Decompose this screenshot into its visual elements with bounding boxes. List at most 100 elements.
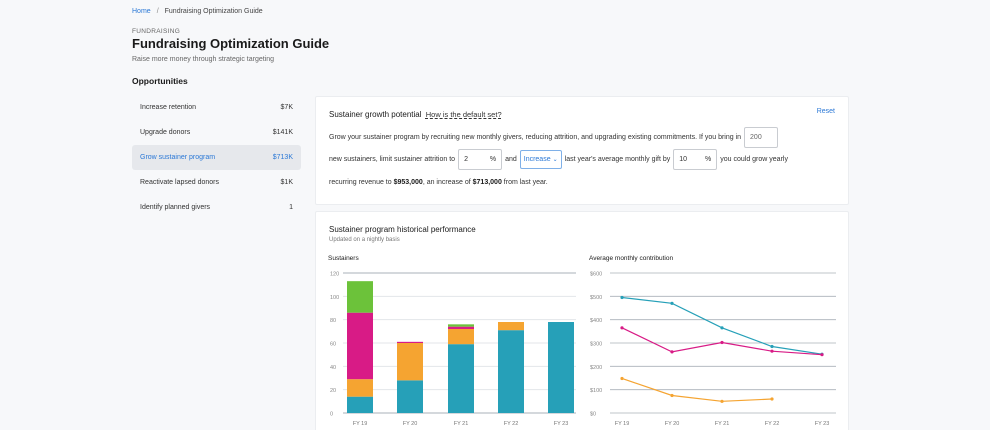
x-tick-label: FY 23 [815, 421, 830, 427]
breadcrumb-separator: / [156, 8, 159, 15]
y-tick-label: $600 [590, 272, 602, 278]
direction-select[interactable]: Increase ⌄ [519, 149, 562, 169]
breadcrumb: Home / Fundraising Optimization Guide [132, 8, 263, 15]
sidebar-item-grow-sustainer-program[interactable]: Grow sustainer program $713K [132, 145, 301, 170]
y-tick-label: 60 [330, 342, 336, 348]
sidebar-item-value: 1 [289, 204, 293, 211]
sidebar-item-value: $713K [272, 154, 293, 161]
data-point-magenta [670, 350, 674, 354]
sidebar-item-label: Reactivate lapsed donors [140, 179, 219, 186]
bar-segment-orange [397, 343, 423, 381]
sidebar-item-identify-planned-givers[interactable]: Identify planned givers 1 [132, 195, 301, 220]
gift-change-value: 10 [679, 155, 688, 163]
growth-sentence-line-2: new sustainers, limit sustainer attritio… [329, 148, 788, 170]
sentence-text: , an increase of [422, 178, 471, 186]
sidebar-item-label: Identify planned givers [140, 204, 211, 211]
breadcrumb-current: Fundraising Optimization Guide [164, 8, 263, 15]
revenue-increase: $713,000 [472, 178, 502, 186]
new-sustainers-input[interactable]: 200 [744, 126, 779, 148]
sidebar-item-label: Upgrade donors [140, 129, 191, 136]
sentence-text: new sustainers, limit sustainer attritio… [329, 155, 456, 163]
contribution-chart-title: Average monthly contribution [589, 255, 674, 262]
x-tick-label: FY 21 [454, 421, 469, 427]
bar-segment-orange [347, 379, 373, 397]
data-point-teal [720, 326, 724, 330]
default-help-link[interactable]: How is the default set? [425, 110, 502, 119]
sentence-text: you could grow yearly [720, 155, 788, 163]
data-point-magenta [770, 349, 774, 353]
bar-segment-green [347, 281, 373, 313]
data-point-magenta [720, 340, 724, 345]
x-tick-label: FY 19 [615, 421, 630, 427]
sustainers-chart-title: Sustainers [328, 255, 359, 262]
x-tick-label: FY 20 [403, 421, 418, 427]
percent-sign: % [705, 155, 712, 163]
sidebar-item-increase-retention[interactable]: Increase retention $7K [132, 95, 301, 120]
attrition-input[interactable]: 2 % [458, 148, 503, 170]
sidebar-item-label: Grow sustainer program [140, 154, 216, 161]
bar-segment-magenta [347, 312, 373, 380]
reset-button[interactable]: Reset [816, 108, 835, 115]
x-tick-label: FY 23 [554, 421, 569, 427]
bar-segment-teal [448, 344, 474, 413]
bar-segment-orange [448, 329, 474, 345]
new-sustainers-value: 200 [750, 133, 762, 141]
bar-segment-teal [498, 330, 524, 413]
bar-segment-teal [347, 396, 373, 413]
x-tick-label: FY 21 [715, 421, 730, 427]
opportunities-heading: Opportunities [132, 76, 188, 86]
gift-change-input[interactable]: 10 % [673, 148, 718, 170]
history-card-subtitle: Updated on a nightly basis [329, 237, 400, 243]
bar-segment-magenta [448, 326, 474, 329]
x-tick-label: FY 20 [665, 421, 680, 427]
y-tick-label: $300 [590, 342, 602, 348]
sidebar-item-reactivate-lapsed-donors[interactable]: Reactivate lapsed donors $1K [132, 170, 301, 195]
bar-segment-magenta [397, 341, 423, 343]
x-tick-label: FY 22 [765, 421, 780, 427]
page-title: Fundraising Optimization Guide [132, 36, 330, 51]
data-point-teal [670, 301, 674, 305]
history-card-title: Sustainer program historical performance [329, 225, 476, 234]
data-point-orange [620, 376, 624, 381]
y-tick-label: 100 [330, 295, 339, 301]
data-point-orange [670, 393, 674, 398]
bar-segment-teal [397, 380, 423, 413]
sidebar-item-upgrade-donors[interactable]: Upgrade donors $141K [132, 120, 301, 145]
sidebar-item-value: $141K [272, 129, 293, 136]
page-eyebrow: FUNDRAISING [132, 28, 181, 35]
sidebar-item-value: $1K [280, 179, 293, 186]
y-tick-label: $200 [590, 365, 602, 371]
bar-segment-orange [498, 322, 524, 331]
line-series-orange [621, 377, 773, 402]
y-tick-label: $500 [590, 295, 602, 301]
sentence-text: last year's average monthly gift by [564, 155, 671, 163]
sidebar-item-label: Increase retention [140, 104, 197, 111]
percent-sign: % [489, 155, 497, 163]
sentence-text: from last year. [503, 178, 548, 186]
y-tick-label: $100 [590, 388, 602, 394]
sentence-text: and [505, 155, 517, 163]
sentence-text: Grow your sustainer program by recruitin… [329, 133, 742, 141]
sidebar-item-value: $7K [280, 104, 293, 111]
sustainer-growth-card: Sustainer growth potential How is the de… [315, 96, 849, 205]
page-subtitle: Raise more money through strategic targe… [132, 56, 275, 63]
growth-card-title: Sustainer growth potential How is the de… [329, 110, 502, 119]
bar-segment-teal [548, 322, 574, 413]
revenue-total: $953,000 [393, 178, 423, 186]
data-point-magenta [820, 353, 824, 357]
chevron-down-icon: ⌄ [552, 156, 558, 163]
direction-value: Increase [523, 155, 551, 163]
data-point-teal [620, 295, 624, 300]
breadcrumb-home-link[interactable]: Home [132, 8, 151, 15]
line-series-teal [621, 296, 823, 355]
y-tick-label: $400 [590, 318, 602, 324]
x-tick-label: FY 22 [504, 421, 519, 427]
data-point-teal [770, 344, 774, 349]
data-point-orange [770, 397, 774, 401]
x-tick-label: FY 19 [353, 421, 368, 427]
growth-card-title-text: Sustainer growth potential [329, 110, 422, 119]
y-tick-label: 40 [330, 365, 336, 371]
y-tick-label: 20 [330, 388, 336, 394]
growth-sentence-line-1: Grow your sustainer program by recruitin… [329, 126, 781, 148]
